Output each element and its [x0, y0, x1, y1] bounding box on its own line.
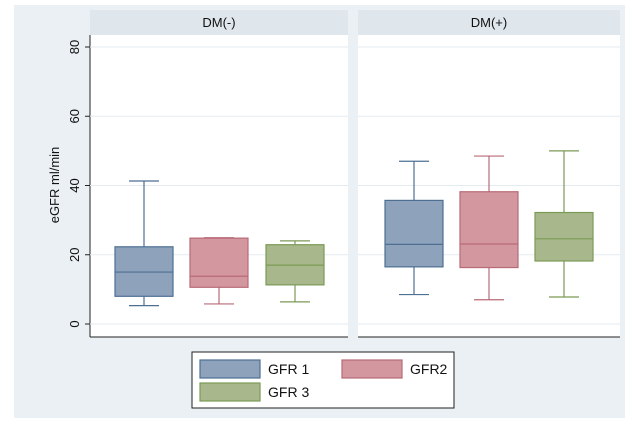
box-gfr1 [384, 160, 444, 296]
legend-swatch [341, 359, 403, 379]
y-tick-label: 40 [67, 178, 82, 192]
box-gfr1 [114, 180, 174, 307]
box-gfr3 [265, 240, 325, 303]
legend-label: GFR 3 [268, 384, 309, 400]
y-tick-label: 0 [67, 320, 82, 327]
y-axis-label: eGFR ml/min [47, 147, 62, 224]
boxes [114, 150, 594, 307]
y-axis-ticks: 0 20 40 60 80 [67, 40, 90, 328]
panel-title: DM(-) [202, 15, 235, 30]
iqr-box [534, 211, 594, 262]
y-tick-label: 80 [67, 40, 82, 54]
legend: GFR 1 GFR2 GFR 3 [191, 351, 455, 409]
iqr-box [189, 237, 249, 288]
legend-label: GFR 1 [268, 361, 309, 377]
legend-swatch [199, 359, 261, 379]
panel-strip [358, 10, 620, 35]
box-gfr3 [534, 150, 594, 298]
panel-title: DM(+) [471, 15, 507, 30]
box-gfr2 [459, 155, 519, 301]
box-gfr2 [189, 237, 249, 305]
legend-swatch [199, 382, 261, 402]
y-tick-label: 20 [67, 248, 82, 262]
iqr-box [459, 191, 519, 269]
legend-label: GFR2 [410, 361, 448, 377]
y-tick-label: 60 [67, 109, 82, 123]
panel-strip [90, 10, 348, 35]
iqr-box [384, 199, 444, 268]
